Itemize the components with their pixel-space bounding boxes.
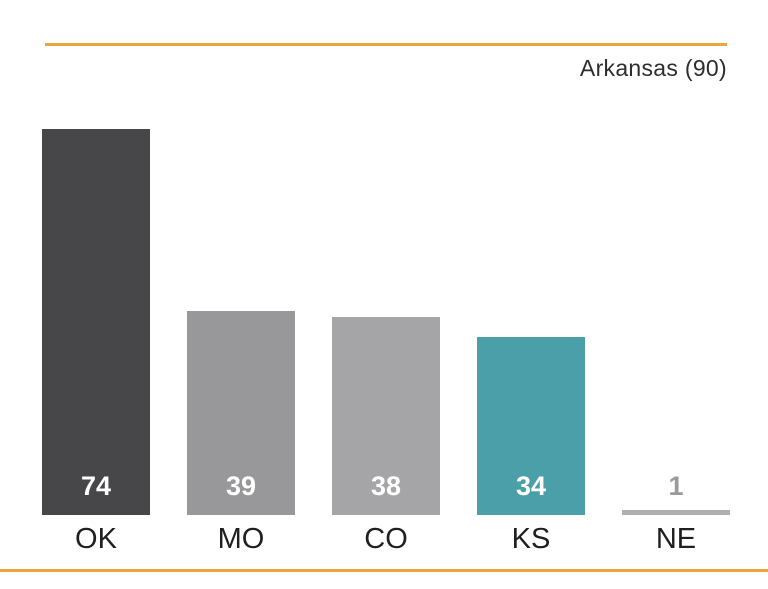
top-accent-rule [45, 43, 727, 46]
bar-value-label: 39 [225, 471, 257, 501]
bar-column: 74 OK [42, 45, 150, 555]
bar [332, 316, 440, 515]
bar-category-label: MO [217, 523, 265, 555]
bar-category-label: NE [655, 523, 697, 555]
bar [622, 509, 730, 515]
bar [42, 128, 150, 515]
chart-title: Arkansas (90) [579, 55, 727, 81]
bar-column: 34 KS [477, 45, 585, 555]
bar-category-label: CO [364, 523, 408, 555]
bar-category-label: OK [75, 523, 117, 555]
bar-category-label: KS [511, 523, 551, 555]
bar-value-label: 38 [370, 471, 402, 501]
bottom-accent-rule [0, 569, 768, 572]
bar [477, 337, 585, 515]
bar [187, 311, 295, 515]
bar-value-label: 34 [515, 471, 547, 501]
bar-value-label: 74 [80, 471, 112, 501]
bar-chart-plot: 74 OK 39 MO 38 CO 34 KS 1 NE [42, 45, 730, 555]
bar-column: 39 MO [187, 45, 295, 555]
bar-column: 1 NE [622, 45, 730, 555]
bar-column: 38 CO [332, 45, 440, 555]
bar-value-label: 1 [668, 471, 684, 501]
